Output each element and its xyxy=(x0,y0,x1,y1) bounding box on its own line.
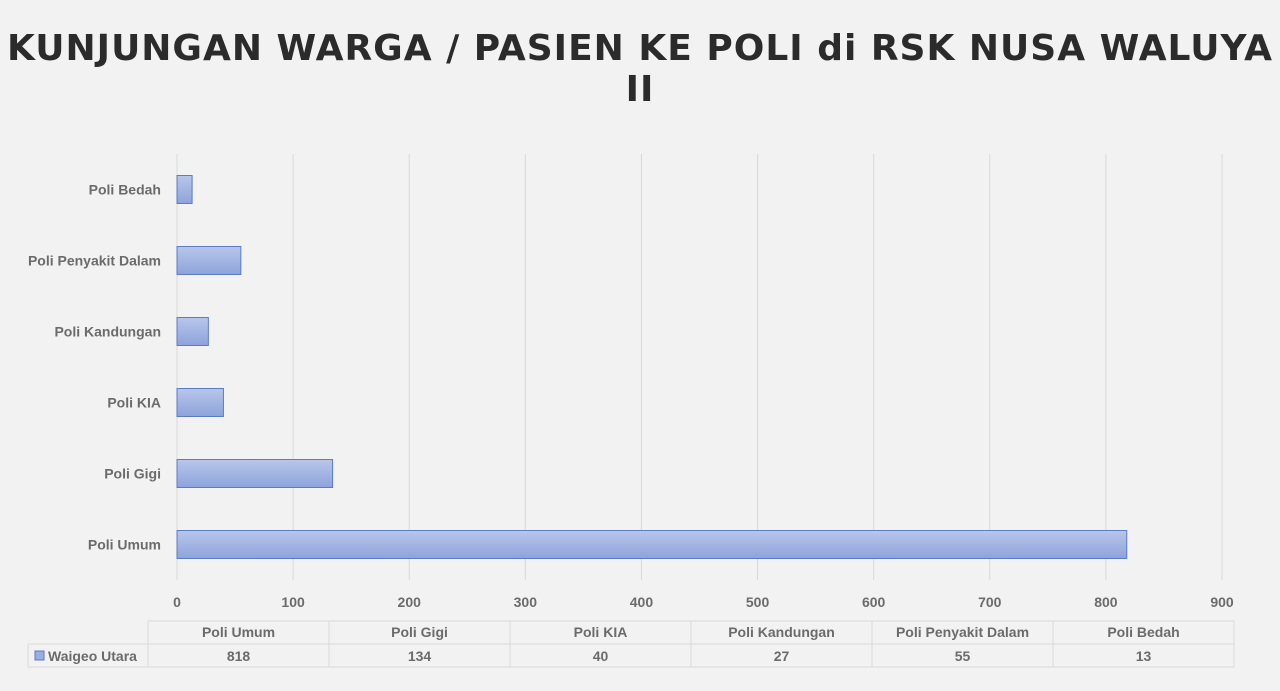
table-value-cell: 134 xyxy=(408,648,432,664)
category-label: Poli Kandungan xyxy=(54,324,161,340)
x-tick-label: 100 xyxy=(281,594,305,610)
bar xyxy=(176,246,242,275)
table-value-cell: 818 xyxy=(227,648,251,664)
table-value-cell: 13 xyxy=(1136,648,1152,664)
category-label: Poli KIA xyxy=(107,395,161,411)
category-label: Poli Umum xyxy=(88,537,161,553)
chart-title: KUNJUNGAN WARGA / PASIEN KE POLI di RSK … xyxy=(7,28,1273,110)
x-tick-label: 0 xyxy=(173,594,181,610)
x-tick-label: 900 xyxy=(1210,594,1234,610)
x-tick-label: 500 xyxy=(746,594,770,610)
legend-swatch xyxy=(34,650,45,661)
bar xyxy=(176,175,193,204)
x-tick-label: 800 xyxy=(1094,594,1118,610)
table-header-cell: Poli Kandungan xyxy=(728,624,835,640)
table-header-cell: Poli Penyakit Dalam xyxy=(896,624,1029,640)
table-header-cell: Poli Gigi xyxy=(391,624,448,640)
bar xyxy=(176,459,334,488)
category-label: Poli Bedah xyxy=(89,182,161,198)
category-label: Poli Penyakit Dalam xyxy=(28,253,161,269)
x-tick-label: 700 xyxy=(978,594,1002,610)
table-header-cell: Poli Umum xyxy=(202,624,275,640)
chart-area: 0 100 200 300 400 500 600 700 800 900 Poli Umum Pol… xyxy=(0,140,1280,691)
x-tick-label: 300 xyxy=(514,594,538,610)
x-tick-label: 600 xyxy=(862,594,886,610)
bar xyxy=(176,317,209,346)
legend-series-name: Waigeo Utara xyxy=(48,648,137,664)
x-tick-label: 200 xyxy=(398,594,422,610)
table-value-cell: 40 xyxy=(593,648,609,664)
bar xyxy=(176,388,224,417)
x-tick-label: 400 xyxy=(630,594,654,610)
table-header-cell: Poli Bedah xyxy=(1107,624,1179,640)
bar xyxy=(176,530,1128,559)
table-header-cell: Poli KIA xyxy=(574,624,628,640)
category-label: Poli Gigi xyxy=(104,466,161,482)
table-value-cell: 27 xyxy=(774,648,790,664)
table-value-cell: 55 xyxy=(955,648,971,664)
bar-chart: 0 100 200 300 400 500 600 700 800 900 Poli Umum Pol… xyxy=(27,154,1235,668)
